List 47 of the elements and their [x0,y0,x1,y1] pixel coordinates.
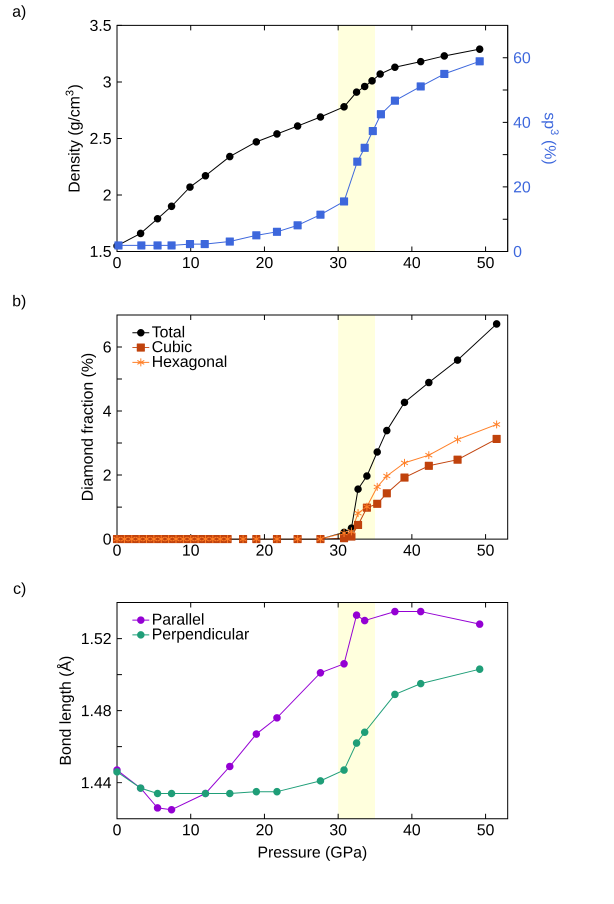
y2-tick-label: 0 [514,246,522,258]
y-axis-title: Diamond fraction (%) [81,354,96,500]
y-tick-label: 1.52 [82,632,111,644]
x-tick-label: 50 [478,544,494,556]
x-tick-label: 20 [256,256,273,268]
y-axis-title: Density (g/cm$^{3}$) [66,85,83,192]
y-tick-label: 2 [104,189,111,201]
x-tick-label: 40 [404,824,420,836]
x-axis-title: Pressure (GPa) [258,846,366,861]
x-tick-label: 10 [183,544,199,556]
y-tick-label: 2.5 [90,132,111,144]
legend-label: Hexagonal [153,355,226,370]
y-tick-label: 4 [103,406,112,416]
x-tick-label: 20 [256,544,273,556]
y-tick-label: 3 [103,76,111,88]
y-tick-label: 1.44 [82,777,112,788]
chart-title: c) [14,582,26,598]
x-tick-label: 0 [113,544,121,556]
x-tick-label: 0 [113,256,121,268]
x-tick-label: 30 [330,544,346,556]
x-tick-label: 30 [330,824,346,836]
x-tick-label: 20 [256,824,273,836]
y-axis-title: Bond length (Å) [57,656,74,764]
y2-axis-title: sp$^{3}$ (%) [542,112,559,164]
y-tick-label: 1.48 [82,705,111,716]
chart-title: b) [13,294,26,310]
chart-title: a) [12,5,26,20]
y-tick-label: 0 [103,533,112,545]
legend-label: Total [152,326,184,338]
y-tick-label: 6 [104,341,111,353]
x-tick-label: 10 [183,824,199,836]
legend-label: Perpendicular [153,628,250,643]
x-tick-label: 30 [330,256,346,268]
x-tick-label: 40 [404,544,420,556]
legend-label: Cubic [152,340,192,352]
y2-tick-label: 40 [514,116,530,128]
x-tick-label: 40 [404,256,420,268]
x-tick-label: 50 [478,256,494,268]
x-tick-label: 0 [113,824,121,836]
y-tick-label: 1.5 [90,246,111,258]
legend-label: Parallel [153,613,204,625]
y-tick-label: 2 [104,470,111,481]
x-tick-label: 50 [478,824,494,836]
y2-tick-label: 60 [514,52,530,64]
y-tick-label: 3.5 [90,20,111,32]
x-tick-label: 10 [183,256,199,268]
y2-tick-label: 20 [514,181,530,193]
